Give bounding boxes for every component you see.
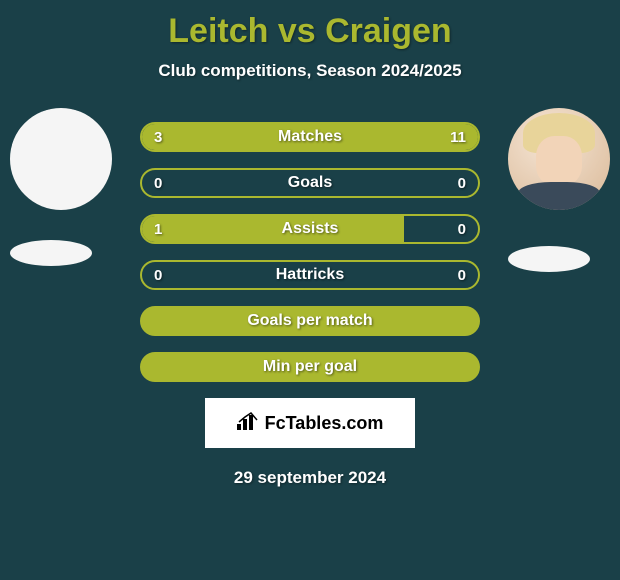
stat-right-value: 0 (458, 216, 466, 242)
player-right-avatar (508, 108, 610, 210)
stat-bar-assists: 1 Assists 0 (140, 214, 480, 244)
stat-label: Hattricks (142, 262, 478, 288)
stat-label: Min per goal (142, 354, 478, 380)
comparison-date: 29 september 2024 (140, 468, 480, 488)
player-left-avatar (10, 108, 112, 210)
player-left-panel (10, 108, 112, 266)
stat-bar-gpm: Goals per match (140, 306, 480, 336)
stat-label: Assists (142, 216, 478, 242)
stat-label: Goals (142, 170, 478, 196)
stat-right-value: 0 (458, 170, 466, 196)
avatar-placeholder-icon (10, 109, 112, 165)
stat-label: Matches (142, 124, 478, 150)
stats-bars: 3 Matches 11 0 Goals 0 1 Assists 0 0 Hat… (140, 122, 480, 488)
stat-bar-hattricks: 0 Hattricks 0 (140, 260, 480, 290)
stat-bar-goals: 0 Goals 0 (140, 168, 480, 198)
stat-bar-matches: 3 Matches 11 (140, 122, 480, 152)
stat-right-value: 0 (458, 262, 466, 288)
comparison-subtitle: Club competitions, Season 2024/2025 (0, 61, 620, 81)
source-logo-text: FcTables.com (265, 413, 384, 434)
team-right-badge (508, 246, 590, 272)
stat-bar-mpg: Min per goal (140, 352, 480, 382)
stat-right-value: 11 (450, 124, 466, 150)
source-logo: FcTables.com (205, 398, 415, 448)
stat-label: Goals per match (142, 308, 478, 334)
chart-icon (237, 412, 259, 435)
player-right-panel (508, 108, 610, 272)
team-left-badge (10, 240, 92, 266)
comparison-title: Leitch vs Craigen (0, 0, 620, 51)
avatar-face-icon (508, 108, 610, 210)
